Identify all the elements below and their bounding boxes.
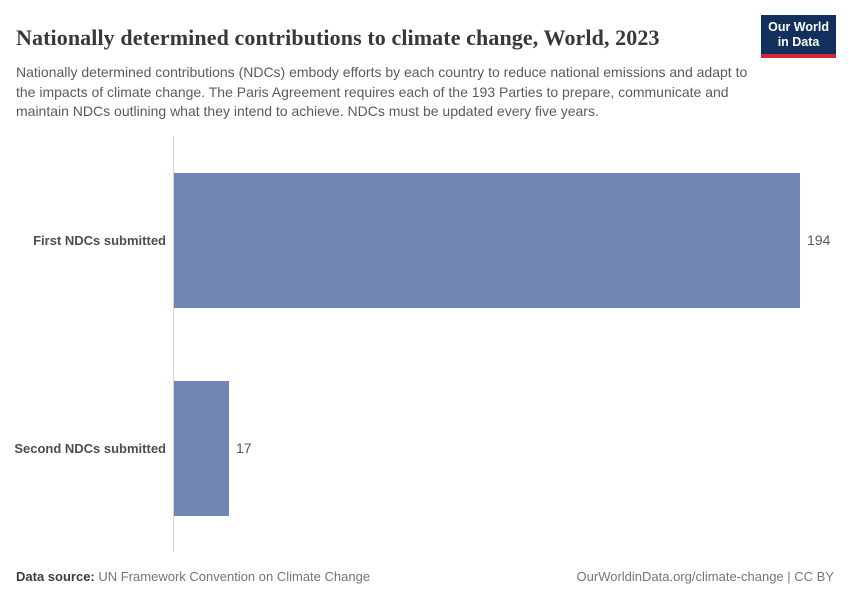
owid-logo-line1: Our World	[768, 20, 829, 34]
bar-track-second-ndcs: 17	[174, 380, 850, 516]
value-label-second-ndcs: 17	[236, 440, 252, 456]
data-source: Data source: UN Framework Convention on …	[16, 569, 370, 584]
data-source-value[interactable]: UN Framework Convention on Climate Chang…	[98, 569, 371, 584]
owid-logo-line2: in Data	[777, 35, 820, 49]
chart-footer: Data source: UN Framework Convention on …	[16, 569, 834, 584]
attribution-link[interactable]: OurWorldinData.org/climate-change | CC B…	[576, 569, 834, 584]
y-axis-line	[173, 136, 174, 552]
bar-row-first-ndcs: First NDCs submitted 194	[0, 136, 850, 344]
value-label-first-ndcs: 194	[807, 232, 831, 248]
bar-row-second-ndcs: Second NDCs submitted 17	[0, 344, 850, 552]
chart-title: Nationally determined contributions to c…	[16, 24, 660, 50]
owid-logo[interactable]: Our World in Data	[761, 15, 836, 58]
chart-subtitle: Nationally determined contributions (NDC…	[16, 64, 748, 120]
bar-chart: First NDCs submitted 194 Second NDCs sub…	[0, 136, 850, 552]
bar-second-ndcs[interactable]	[174, 380, 229, 516]
data-source-label: Data source:	[16, 569, 95, 584]
bar-track-first-ndcs: 194	[174, 172, 850, 308]
category-label-second-ndcs: Second NDCs submitted	[14, 440, 166, 456]
category-label-first-ndcs: First NDCs submitted	[33, 232, 166, 248]
bar-first-ndcs[interactable]	[174, 172, 800, 308]
